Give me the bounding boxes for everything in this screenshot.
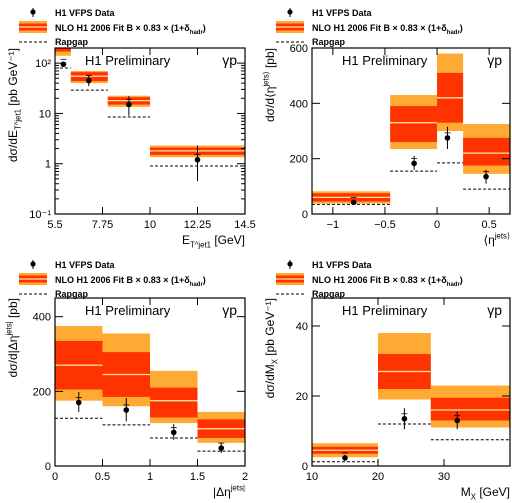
data-point xyxy=(444,135,451,141)
nlo-inner-band xyxy=(150,387,198,418)
legend-rapgap-label: Rapgap xyxy=(312,289,346,299)
y-axis-label: dσ/d|Δηjets|​ [pb] xyxy=(5,298,20,377)
x-tick-label: 0.5 xyxy=(95,471,110,483)
data-point xyxy=(483,173,489,180)
legend: H1 VFPS Data NLO H1 2006 Fit B × 0.83 × (… xyxy=(19,260,206,299)
data-point xyxy=(75,399,82,406)
x-tick-label: 14.5 xyxy=(234,219,255,231)
y-tick-label: 0 xyxy=(302,461,308,473)
plot-area xyxy=(55,48,245,182)
panel-bottom-left: H1 VFPS Data NLO H1 2006 Fit B × 0.83 × (… xyxy=(5,260,248,499)
x-tick-label: 10 xyxy=(144,219,156,231)
nlo-inner-band xyxy=(55,48,71,52)
legend-rapgap-label: Rapgap xyxy=(312,37,346,47)
legend-data-label: H1 VFPS Data xyxy=(55,260,116,270)
data-point xyxy=(85,77,92,84)
x-tick-label: 30 xyxy=(438,471,450,483)
plot-area xyxy=(55,326,245,453)
x-tick-label: 0.5 xyxy=(482,219,497,231)
data-point xyxy=(218,445,225,451)
x-tick-label: 20 xyxy=(372,471,384,483)
panel-title: H1 Preliminary xyxy=(342,303,428,318)
legend: H1 VFPS Data NLO H1 2006 Fit B × 0.83 × (… xyxy=(276,8,463,47)
x-tick-label: 10 xyxy=(306,471,318,483)
nlo-inner-band xyxy=(430,397,510,421)
legend-data-label: H1 VFPS Data xyxy=(55,8,116,18)
legend-data-label: H1 VFPS Data xyxy=(312,8,373,18)
y-tick-label: 200 xyxy=(290,154,308,166)
x-tick-label: −0.5 xyxy=(374,219,396,231)
y-tick-label: 10² xyxy=(35,58,51,70)
x-tick-label: 0 xyxy=(52,471,58,483)
x-tick-label: −1 xyxy=(327,219,340,231)
y-tick-label: 10 xyxy=(39,108,51,120)
panel-title: H1 Preliminary xyxy=(342,53,428,68)
legend-data-marker xyxy=(30,9,36,15)
data-point xyxy=(194,156,201,163)
y-tick-label: 200 xyxy=(33,386,51,398)
legend-nlo-label: NLO H1 2006 Fit B × 0.83 × (1+δhadr) xyxy=(55,23,206,36)
legend: H1 VFPS Data NLO H1 2006 Fit B × 0.83 × (… xyxy=(276,260,463,299)
x-axis-label: |Δηjets|​ xyxy=(213,484,245,499)
panel-tag: γp xyxy=(487,52,502,68)
data-point xyxy=(342,455,348,461)
panel-tag: γp xyxy=(222,302,237,318)
y-axis-label: dσ/dMX​ [pb GeV⁻¹] xyxy=(263,298,280,398)
x-tick-label: 1.5 xyxy=(190,471,205,483)
y-tick-label: 600 xyxy=(290,43,308,55)
y-axis-label: dσ/dET^jet1​ [pb GeV⁻¹] xyxy=(6,48,23,162)
legend-data-marker xyxy=(287,9,293,15)
legend-data-label: H1 VFPS Data xyxy=(312,260,373,270)
legend: H1 VFPS Data NLO H1 2006 Fit B × 0.83 × (… xyxy=(19,8,206,47)
legend-nlo-label: NLO H1 2006 Fit B × 0.83 × (1+δhadr) xyxy=(55,275,206,288)
y-tick-label: 0 xyxy=(302,209,308,221)
x-axis-label: MX​ [GeV] xyxy=(461,485,510,502)
panel-top-left: H1 VFPS Data NLO H1 2006 Fit B × 0.83 × (… xyxy=(6,8,256,250)
legend-data-marker xyxy=(30,261,36,267)
nlo-inner-band xyxy=(390,106,438,143)
x-tick-label: 7.75 xyxy=(92,219,113,231)
data-point xyxy=(170,429,177,436)
x-tick-label: 2 xyxy=(242,471,248,483)
panel-tag: γp xyxy=(487,302,502,318)
plot-area xyxy=(312,333,510,463)
x-tick-label: 5.5 xyxy=(47,219,62,231)
legend-data-marker xyxy=(287,261,293,267)
y-axis-label: dσ/d⟨ηjets⟩​ [pb] xyxy=(262,48,277,122)
x-axis-label: ⟨ηjets⟩​ xyxy=(483,232,510,247)
x-tick-label: 0 xyxy=(434,219,440,231)
plot-frame xyxy=(311,297,511,467)
y-tick-label: 20 xyxy=(296,391,308,403)
legend-nlo-label: NLO H1 2006 Fit B × 0.83 × (1+δhadr) xyxy=(312,275,463,288)
y-tick-label: 400 xyxy=(33,312,51,324)
data-point xyxy=(454,417,461,424)
data-point xyxy=(60,61,67,68)
nlo-outer-band xyxy=(55,48,71,56)
x-tick-label: 1 xyxy=(147,471,153,483)
plot-frame xyxy=(311,47,511,215)
legend-rapgap-label: Rapgap xyxy=(55,289,89,299)
panel-title: H1 Preliminary xyxy=(85,303,171,318)
plot-area xyxy=(312,53,510,206)
panel-bottom-right: H1 VFPS Data NLO H1 2006 Fit B × 0.83 × (… xyxy=(263,260,511,502)
y-tick-label: 400 xyxy=(290,98,308,110)
panel-title: H1 Preliminary xyxy=(85,53,171,68)
data-point xyxy=(350,199,357,206)
y-tick-label: 1 xyxy=(45,159,51,171)
data-point xyxy=(126,101,132,108)
legend-rapgap-label: Rapgap xyxy=(55,37,89,47)
panel-tag: γp xyxy=(222,52,237,68)
data-point xyxy=(401,415,408,422)
y-tick-label: 40 xyxy=(296,321,308,333)
data-point xyxy=(411,160,417,167)
legend-nlo-label: NLO H1 2006 Fit B × 0.83 × (1+δhadr) xyxy=(312,23,463,36)
panel-top-right: H1 VFPS Data NLO H1 2006 Fit B × 0.83 × (… xyxy=(262,8,511,247)
x-tick-label: 12.25 xyxy=(184,219,212,231)
y-tick-label: 0 xyxy=(45,461,51,473)
data-point xyxy=(123,407,130,413)
y-tick-label: 10⁻¹ xyxy=(29,209,51,221)
nlo-inner-band xyxy=(463,137,510,166)
x-axis-label: ET^jet1​ [GeV] xyxy=(182,233,245,250)
